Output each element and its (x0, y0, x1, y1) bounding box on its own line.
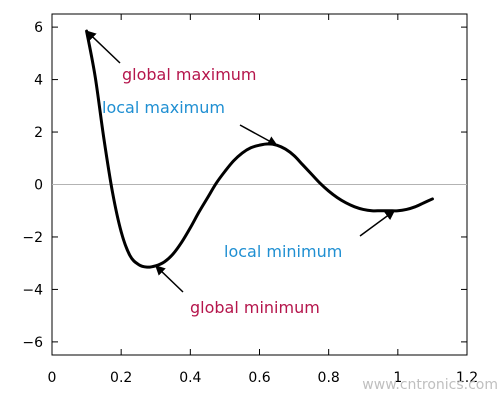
arrow-global-maximum (85, 30, 121, 64)
y-tick-label: 2 (34, 125, 43, 141)
y-tick-labels: −6 −4 −2 0 2 4 6 (22, 20, 43, 351)
series-line (85, 29, 434, 269)
y-tick-label: −6 (22, 335, 43, 351)
annotation-local-maximum: local maximum (102, 98, 225, 117)
y-tick-label: −2 (22, 230, 43, 246)
x-tick-label: 0.6 (248, 370, 270, 386)
x-tick-labels: 0 0.2 0.4 0.6 0.8 1 1.2 (48, 370, 479, 386)
annotation-local-minimum: local minimum (224, 242, 342, 261)
y-tick-label: 6 (34, 20, 43, 36)
watermark: www.cntronics.com (362, 377, 498, 393)
y-tick-label: 4 (34, 73, 43, 89)
annotation-arrows (85, 30, 396, 293)
arrow-local-minimum (359, 210, 396, 237)
x-tick-label: 0.8 (318, 370, 340, 386)
arrow-global-minimum (155, 265, 184, 293)
arrow-local-maximum (239, 124, 278, 146)
x-tick-label: 0 (48, 370, 57, 386)
x-tick-label: 1.2 (456, 370, 478, 386)
x-tick-label: 1 (393, 370, 402, 386)
annotation-global-minimum: global minimum (190, 298, 320, 317)
annotation-global-maximum: global maximum (122, 65, 257, 84)
x-tick-label: 0.2 (110, 370, 132, 386)
y-tick-label: −4 (22, 282, 43, 298)
x-tick-label: 0.4 (179, 370, 201, 386)
y-tick-label: 0 (34, 178, 43, 194)
